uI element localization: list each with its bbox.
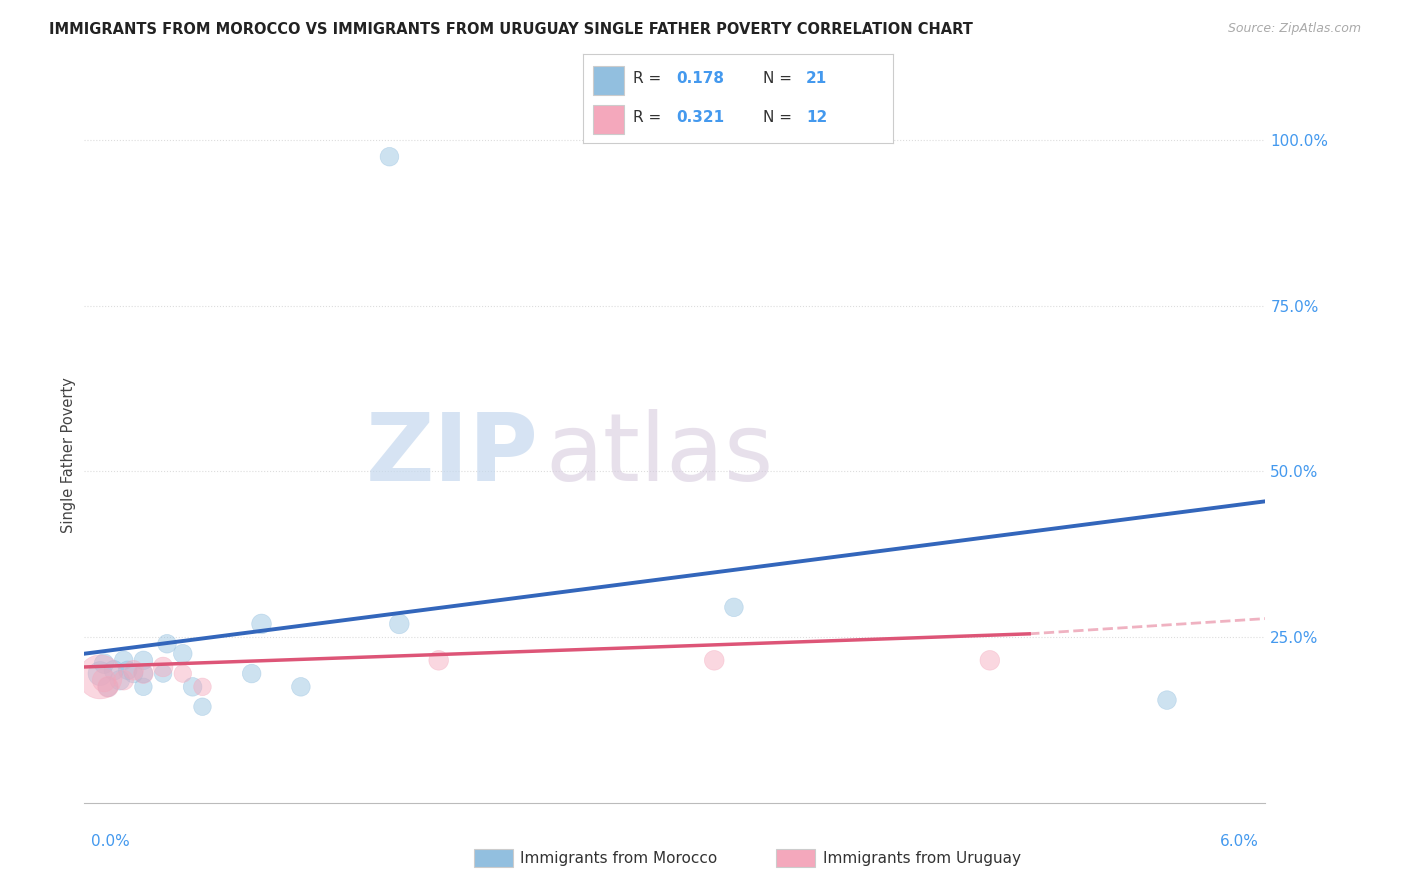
Text: 21: 21 (806, 71, 828, 86)
Text: 0.0%: 0.0% (91, 834, 131, 849)
Point (112, 673, 135, 688)
Point (191, 680, 214, 694)
Text: Immigrants from Uruguay: Immigrants from Uruguay (823, 851, 1021, 865)
Text: Immigrants from Morocco: Immigrants from Morocco (520, 851, 717, 865)
Point (97, 680, 120, 694)
Text: 12: 12 (806, 111, 828, 125)
Point (97, 680, 120, 694)
Point (240, 666, 263, 681)
Point (388, 616, 411, 631)
Point (103, 663, 125, 677)
Point (378, 150, 401, 164)
Point (132, 680, 155, 694)
Y-axis label: Single Father Poverty: Single Father Poverty (60, 377, 76, 533)
Point (979, 653, 1001, 667)
Point (89, 666, 111, 681)
Point (122, 663, 145, 677)
Point (132, 653, 155, 667)
Point (112, 653, 135, 667)
Point (723, 600, 745, 615)
Point (1156, 693, 1178, 707)
Text: R =: R = (633, 71, 666, 86)
Point (132, 666, 155, 681)
Point (172, 647, 194, 661)
Point (93, 673, 115, 688)
Text: 0.178: 0.178 (676, 71, 724, 86)
Text: 0.321: 0.321 (676, 111, 724, 125)
Point (156, 637, 179, 651)
FancyBboxPatch shape (593, 105, 624, 134)
Point (122, 666, 145, 681)
Point (152, 660, 174, 674)
Point (93, 657, 115, 671)
Text: N =: N = (763, 71, 797, 86)
Point (172, 666, 194, 681)
Point (108, 673, 131, 688)
Text: N =: N = (763, 111, 797, 125)
Point (191, 699, 214, 714)
FancyBboxPatch shape (593, 66, 624, 95)
Point (427, 653, 450, 667)
Text: 6.0%: 6.0% (1219, 834, 1258, 849)
Point (703, 653, 725, 667)
Point (181, 680, 204, 694)
Point (290, 680, 312, 694)
Point (117, 663, 139, 677)
Text: Source: ZipAtlas.com: Source: ZipAtlas.com (1227, 22, 1361, 36)
Text: atlas: atlas (546, 409, 773, 501)
Text: R =: R = (633, 111, 666, 125)
Text: ZIP: ZIP (366, 409, 538, 501)
Point (132, 666, 155, 681)
Point (250, 616, 273, 631)
Point (152, 666, 174, 681)
Text: IMMIGRANTS FROM MOROCCO VS IMMIGRANTS FROM URUGUAY SINGLE FATHER POVERTY CORRELA: IMMIGRANTS FROM MOROCCO VS IMMIGRANTS FR… (49, 22, 973, 37)
Point (89, 670, 111, 684)
